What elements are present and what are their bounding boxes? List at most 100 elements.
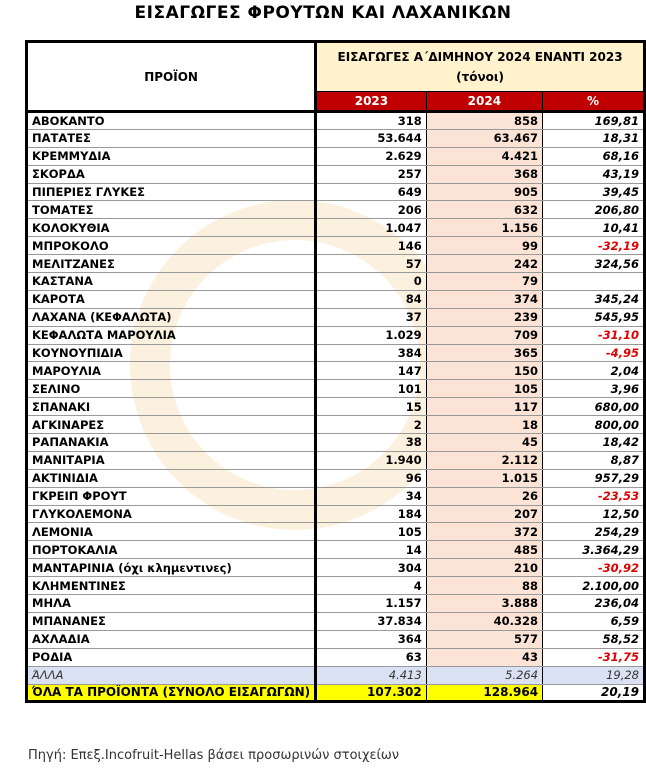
cell-product: ΜΠΡΟΚΟΛΟ [26,236,318,256]
table-row: ΚΟΥΝΟΥΠΙΔΙΑ 384 365 -4,95 [26,344,645,363]
cell-product: ΠΑΤΑΤΕΣ [26,129,318,148]
product-header: ΠΡΟΪΟΝ [26,41,318,113]
cell-y2024: 150 [426,361,544,381]
col-pct-header: % [542,91,645,113]
cell-pct: -4,95 [542,344,645,363]
cell-product: ΓΛΥΚΟΛΕΜΟΝΑ [26,505,318,524]
cell-y2023: 304 [315,558,427,578]
table-row: ΓΛΥΚΟΛΕΜΟΝΑ 184 207 12,50 [26,505,645,524]
cell-y2024: 3.888 [426,594,544,613]
cell-y2023: 1.047 [315,218,427,238]
cell-y2023: 37.834 [315,612,427,631]
table-row: ΜΑΝΙΤΑΡΙΑ 1.940 2.112 8,87 [26,451,645,470]
cell-product: ΑΓΚΙΝΑΡΕΣ [26,415,318,435]
cell-y2024: 105 [426,379,544,399]
cell-pct: 3,96 [542,379,645,399]
group-header: ΕΙΣΑΓΩΓΕΣ Α΄ΔΙΜΗΝΟΥ 2024 ΕΝΑΝΤΙ 2023 (τόν… [315,41,645,92]
cell-pct: 68,16 [542,147,645,166]
table-row: ΜΕΛΙΤΖΑΝΕΣ 57 242 324,56 [26,254,645,274]
cell-pct: 800,00 [542,415,645,435]
cell-product: ΑΚΤΙΝΙΔΙΑ [26,469,318,488]
cell-product: ΑΒΟΚΑΝΤΟ [26,111,318,130]
cell-product: ΜΑΝΙΤΑΡΙΑ [26,451,318,470]
cell-pct: 236,04 [542,594,645,613]
cell-y2023: 1.029 [315,326,427,345]
table-row: ΚΕΦΑΛΩΤΑ ΜΑΡΟΥΛΙΑ 1.029 709 -31,10 [26,326,645,345]
cell-pct: 2,04 [542,361,645,381]
imports-table: ΠΡΟΪΟΝ ΕΙΣΑΓΩΓΕΣ Α΄ΔΙΜΗΝΟΥ 2024 ΕΝΑΝΤΙ 2… [25,40,646,704]
cell-y2023: 206 [315,200,427,220]
cell-y2024: 207 [426,505,544,524]
cell-y2023: 37 [315,308,427,327]
cell-y2023: 14 [315,540,427,560]
table-row: ΜΠΑΝΑΝΕΣ 37.834 40.328 6,59 [26,612,645,631]
cell-pct: 254,29 [542,522,645,542]
table-row: ΠΑΤΑΤΕΣ 53.644 63.467 18,31 [26,129,645,148]
cell-pct: 206,80 [542,200,645,220]
cell-product: ΣΕΛΙΝΟ [26,379,318,399]
cell-product: ΚΛΗΜΕΝΤΙΝΕΣ [26,576,318,596]
cell-y2024: 43 [426,648,544,667]
cell-product: ΛΑΧΑΝΑ (ΚΕΦΑΛΩΤΑ) [26,308,318,327]
cell-product: ΜΑΡΟΥΛΙΑ [26,361,318,381]
cell-pct: 58,52 [542,630,645,649]
cell-y2024: 79 [426,272,544,291]
cell-product: ΚΕΦΑΛΩΤΑ ΜΑΡΟΥΛΙΑ [26,326,318,345]
cell-y2023: 364 [315,630,427,649]
cell-y2024: 63.467 [426,129,544,148]
cell-y2024: 2.112 [426,451,544,470]
cell-product: ΚΟΥΝΟΥΠΙΔΙΑ [26,344,318,363]
cell-pct: 3.364,29 [542,540,645,560]
cell-pct: 169,81 [542,111,645,130]
cell-y2023: 1.940 [315,451,427,470]
cell-pct: -32,19 [542,236,645,256]
table-row: ΜΑΡΟΥΛΙΑ 147 150 2,04 [26,361,645,381]
cell-y2024: 239 [426,308,544,327]
cell-y2024: 128.964 [426,684,544,703]
cell-pct: 20,19 [542,684,645,703]
cell-product: ΜΑΝΤΑΡΙΝΙΑ (όχι κλημεντινες) [26,558,318,578]
cell-y2024: 117 [426,397,544,417]
cell-y2023: 105 [315,522,427,542]
cell-pct: 10,41 [542,218,645,238]
cell-y2024: 1.156 [426,218,544,238]
table-row: ΜΑΝΤΑΡΙΝΙΑ (όχι κλημεντινες) 304 210 -30,92 [26,558,645,578]
cell-y2024: 1.015 [426,469,544,488]
cell-y2024: 858 [426,111,544,130]
cell-y2023: 1.157 [315,594,427,613]
cell-y2023: 84 [315,290,427,309]
cell-pct: 680,00 [542,397,645,417]
cell-pct: 545,95 [542,308,645,327]
cell-y2024: 577 [426,630,544,649]
cell-product: ΜΕΛΙΤΖΑΝΕΣ [26,254,318,274]
col-2023-header: 2023 [315,91,427,113]
cell-product: ΌΛΑ ΤΑ ΠΡΟΪΟΝΤΑ (ΣΥΝΟΛΟ ΕΙΣΑΓΩΓΩΝ) [26,684,318,703]
cell-y2024: 368 [426,165,544,184]
cell-product: ΆΛΛΑ [26,666,318,685]
cell-y2023: 57 [315,254,427,274]
cell-y2023: 4.413 [315,666,427,685]
table-row: ΜΗΛΑ 1.157 3.888 236,04 [26,594,645,613]
cell-y2024: 4.421 [426,147,544,166]
table-row: ΑΓΚΙΝΑΡΕΣ 2 18 800,00 [26,415,645,435]
cell-y2024: 99 [426,236,544,256]
cell-pct: 345,24 [542,290,645,309]
cell-y2023: 96 [315,469,427,488]
cell-y2024: 632 [426,200,544,220]
cell-product: ΑΧΛΑΔΙΑ [26,630,318,649]
table-row: ΚΑΡΟΤΑ 84 374 345,24 [26,290,645,309]
cell-y2024: 709 [426,326,544,345]
cell-y2024: 485 [426,540,544,560]
cell-pct: -23,53 [542,487,645,506]
table-row: ΠΙΠΕΡΙΕΣ ΓΛΥΚΕΣ 649 905 39,45 [26,183,645,202]
table-row: ΤΟΜΑΤΕΣ 206 632 206,80 [26,200,645,220]
cell-y2023: 2.629 [315,147,427,166]
table-row: ΚΛΗΜΕΝΤΙΝΕΣ 4 88 2.100,00 [26,576,645,596]
cell-pct: 12,50 [542,505,645,524]
cell-pct: 8,87 [542,451,645,470]
cell-y2023: 649 [315,183,427,202]
cell-product: ΣΠΑΝΑΚΙ [26,397,318,417]
table-row: ΣΠΑΝΑΚΙ 15 117 680,00 [26,397,645,417]
cell-y2023: 257 [315,165,427,184]
cell-product: ΜΠΑΝΑΝΕΣ [26,612,318,631]
